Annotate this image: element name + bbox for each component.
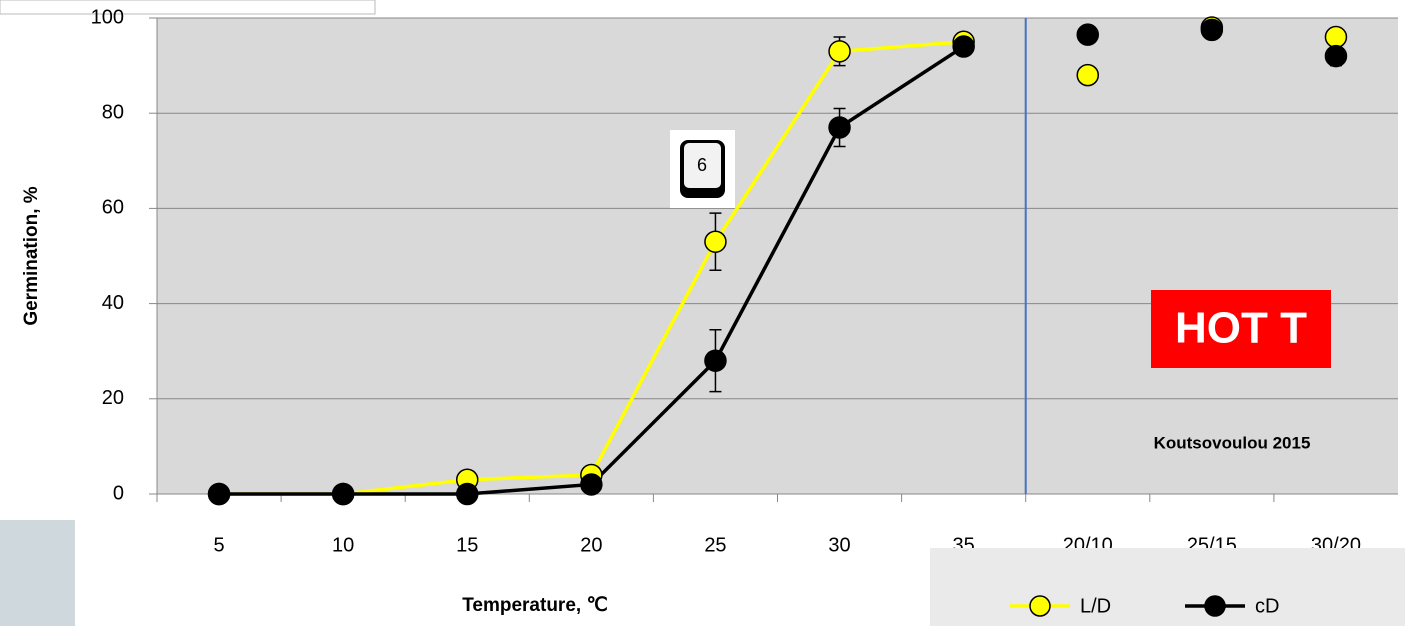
annotation-box [1151,290,1331,368]
data-point [952,35,975,58]
legend-label: cD [1255,595,1279,617]
y-tick-label: 20 [102,387,124,409]
annotation-icon [684,143,721,188]
legend-marker [1029,595,1051,617]
x-tick-label: 20 [580,534,602,556]
data-point [331,482,355,506]
data-point [580,473,603,496]
legend-marker [1204,595,1226,617]
data-point [207,482,231,506]
data-point [828,116,851,139]
annotation: 6 [697,155,707,175]
frame-corner [0,0,376,15]
x-tick-label: 25 [704,534,726,556]
y-axis-label: Germination, % [21,186,42,325]
data-point [456,482,479,506]
x-tick-label: 30 [828,534,850,556]
data-point [1200,18,1224,42]
data-point [1076,63,1099,87]
y-tick-label: 100 [91,6,124,28]
data-point [1324,25,1348,49]
y-tick-label: 60 [102,197,124,219]
legend-box [930,548,1405,626]
x-tick-label: 15 [456,534,478,556]
y-tick-label: 80 [102,101,124,123]
plot-area [157,18,1398,494]
x-axis-label: Temperature, ℃ [462,595,608,616]
data-point [1076,23,1099,46]
photo [0,520,75,626]
annotation: Koutsovoulou 2015 [1154,433,1311,452]
x-tick-label: 10 [332,534,354,556]
annotation: HOT T [1175,304,1307,353]
data-point [704,230,727,253]
data-point [1324,44,1348,68]
data-point [704,349,727,372]
legend-label: L/D [1080,595,1111,617]
y-tick-label: 0 [113,482,124,504]
x-tick-label: 5 [213,534,224,556]
data-point [828,40,851,63]
y-tick-label: 40 [102,292,124,314]
